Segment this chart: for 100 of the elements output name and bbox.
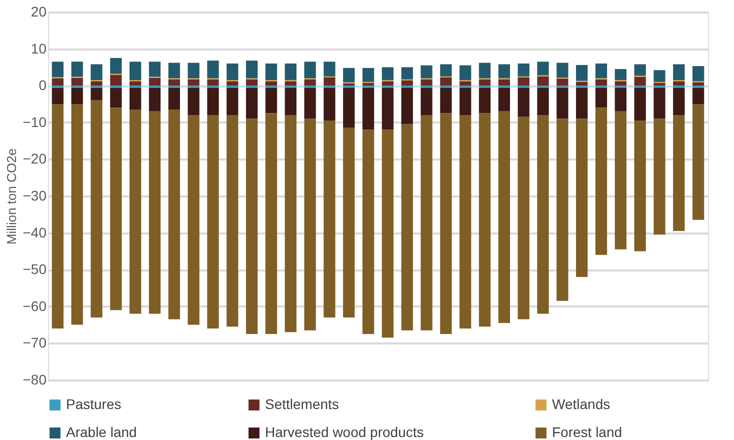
bar [130, 110, 142, 314]
bar [518, 78, 530, 86]
legend-label: Settlements [265, 396, 339, 412]
bar [576, 64, 588, 81]
bar [556, 118, 568, 301]
bar [110, 58, 122, 74]
bar [362, 68, 374, 82]
y-tick-label: −20 [22, 150, 47, 167]
bar [460, 81, 472, 86]
bar [537, 115, 549, 314]
bar [440, 64, 452, 76]
bar [478, 79, 491, 86]
bar [148, 62, 161, 77]
bar [692, 104, 704, 220]
bar [382, 88, 394, 130]
bar [324, 62, 336, 76]
bar [284, 64, 296, 80]
bar [654, 70, 666, 82]
bar [537, 88, 549, 116]
bar [634, 76, 646, 86]
bar [614, 81, 626, 86]
bar [90, 64, 102, 80]
bar [110, 108, 122, 310]
bar [673, 115, 685, 231]
bar [148, 111, 161, 314]
bar [207, 88, 219, 116]
bar [52, 62, 64, 78]
bar [304, 79, 316, 86]
bar [595, 108, 608, 255]
bar [90, 81, 102, 86]
bar [71, 104, 83, 325]
y-tick-label: 0 [38, 77, 47, 94]
bar [246, 118, 258, 334]
bar [595, 64, 608, 78]
bar [52, 88, 64, 104]
bar [420, 65, 432, 78]
bar [168, 110, 180, 320]
bar [265, 81, 278, 86]
bar [226, 115, 238, 327]
bar [420, 79, 432, 86]
bar [518, 116, 530, 320]
bar [362, 88, 374, 130]
bar [188, 115, 200, 325]
bar [168, 88, 180, 110]
bar [304, 62, 316, 78]
bar [207, 60, 219, 78]
bar [498, 111, 510, 323]
bar [324, 88, 336, 121]
bar [207, 79, 219, 86]
bar [420, 115, 432, 330]
bar [130, 62, 142, 80]
bar [110, 74, 122, 86]
bar [478, 88, 491, 114]
legend-label: Forest land [552, 424, 622, 440]
bar [362, 130, 374, 334]
bar [284, 88, 296, 116]
y-tick-label: −10 [22, 114, 47, 130]
bar [654, 83, 666, 86]
bar [130, 88, 142, 110]
bar [654, 88, 666, 119]
bar [304, 88, 316, 119]
bar [226, 88, 238, 116]
bar [188, 79, 200, 86]
bar [460, 115, 472, 328]
y-tick-label: 20 [30, 4, 47, 20]
bar [110, 88, 122, 108]
bar [168, 62, 180, 78]
bar [673, 64, 685, 80]
bar [382, 81, 394, 86]
legend-label: Harvested wood products [265, 424, 424, 440]
bar [304, 118, 316, 330]
bar [284, 115, 296, 332]
bar [478, 113, 491, 327]
bar [692, 88, 704, 104]
bar [614, 111, 626, 250]
bar [382, 130, 394, 338]
bar [71, 62, 83, 77]
bar [148, 78, 161, 86]
bar [324, 78, 336, 86]
bar [52, 104, 64, 328]
legend-label: Pastures [66, 396, 122, 412]
bar [420, 88, 432, 116]
bar [460, 88, 472, 116]
bar [246, 60, 258, 78]
bar [188, 62, 200, 78]
bar [537, 76, 549, 86]
y-tick-label: −60 [22, 298, 47, 314]
bar [576, 82, 588, 86]
bar [518, 88, 530, 117]
bar [148, 88, 161, 112]
bar [343, 128, 355, 318]
bar [460, 65, 472, 80]
bar [265, 113, 278, 334]
bar [576, 118, 588, 277]
bar [614, 88, 626, 112]
bar [518, 64, 530, 76]
bar [362, 83, 374, 86]
bar [382, 67, 394, 80]
bar [673, 81, 685, 86]
bar [614, 69, 626, 80]
